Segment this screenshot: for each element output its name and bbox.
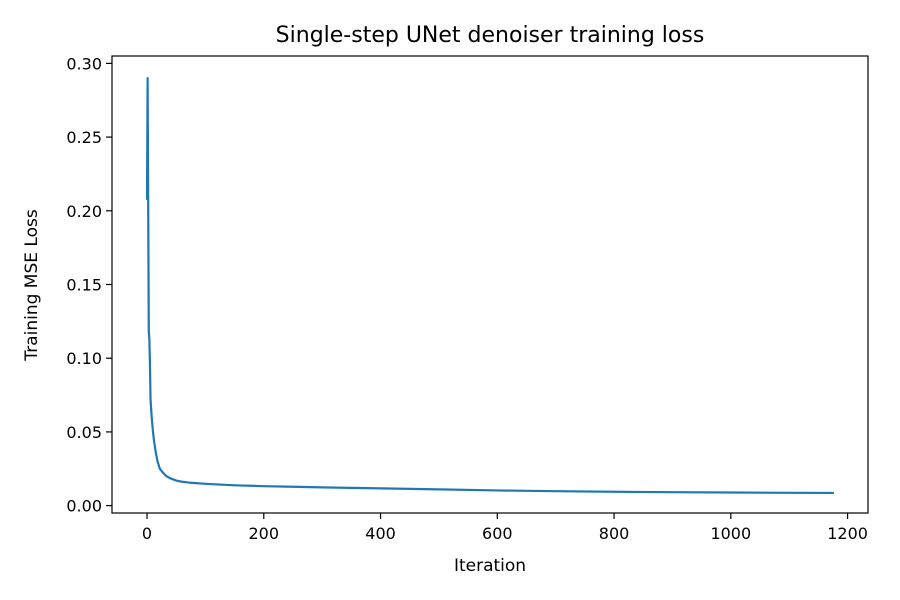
x-tick-label: 400 [365,524,396,543]
y-tick-label: 0.15 [66,276,102,295]
y-tick-label: 0.20 [66,202,102,221]
y-tick-label: 0.25 [66,128,102,147]
y-tick-label: 0.30 [66,54,102,73]
x-tick-label: 200 [249,524,280,543]
x-tick-label: 800 [599,524,630,543]
series-lines [145,77,835,495]
series-line-1 [145,77,835,495]
y-axis-label: Training MSE Loss [22,209,42,362]
y-tick-label: 0.10 [66,349,102,368]
y-tick-label: 0.05 [66,423,102,442]
x-axis-ticks: 0 200 400 600 800 1000 1200 [142,513,868,543]
x-tick-label: 600 [482,524,513,543]
y-tick-label: 0.00 [66,497,102,516]
y-axis-ticks: 0.00 0.05 0.10 0.15 0.20 0.25 0.30 [66,54,112,516]
chart-title: Single-step UNet denoiser training loss [276,23,705,48]
x-tick-label: 1200 [827,524,868,543]
x-tick-label: 1000 [710,524,751,543]
x-tick-label: 0 [142,524,152,543]
x-axis-label: Iteration [454,556,526,576]
plot-area [112,56,868,513]
